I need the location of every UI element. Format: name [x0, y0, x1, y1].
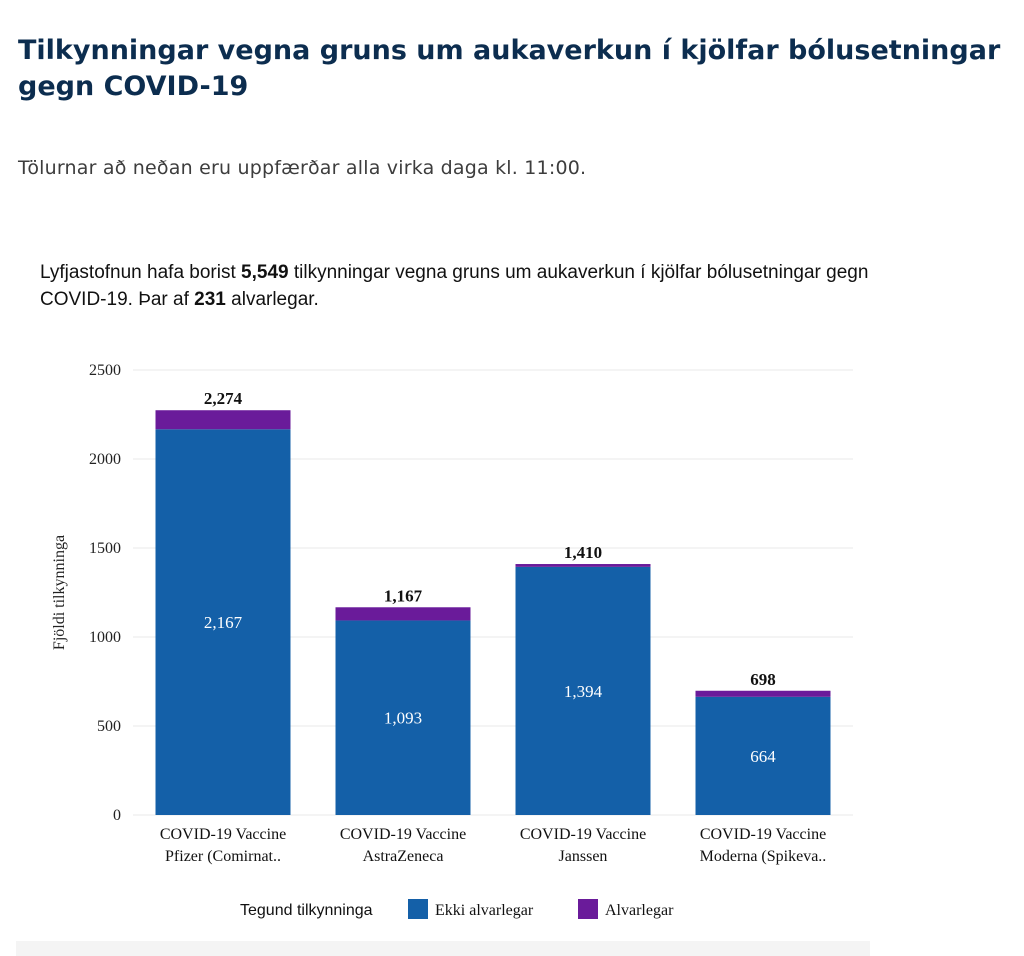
bar-segment-serious — [515, 564, 651, 567]
summary-total: 5,549 — [241, 262, 289, 283]
chart-toolbar[interactable] — [16, 941, 870, 956]
stacked-bar-chart: 0 500 1000 1500 2000 2500 Fjöldi tilkynninga 2,… — [51, 362, 853, 919]
legend-label: Ekki alvarlegar — [435, 902, 534, 919]
bar-segment-not-serious — [335, 620, 471, 815]
summary-text: Lyfjastofnun hafa borist 5,549 tilkynnin… — [40, 259, 870, 313]
bar-total-label: 2,274 — [204, 389, 243, 408]
bar-total-label: 698 — [750, 670, 776, 689]
x-tick-label: COVID-19 Vaccine — [160, 826, 286, 843]
y-tick-label: 2000 — [89, 451, 121, 468]
legend-title: Tegund tilkynninga — [240, 902, 373, 919]
x-tick-label: Janssen — [559, 848, 608, 865]
page-title: Tilkynningar vegna gruns um aukaverkun í… — [18, 35, 1001, 102]
summary-text-start: Lyfjastofnun hafa borist — [40, 262, 242, 283]
bar-segment-not-serious — [695, 696, 831, 815]
legend-label: Alvarlegar — [605, 902, 674, 919]
y-tick-label: 1500 — [89, 540, 121, 557]
legend-swatch-serious — [578, 899, 598, 919]
bar-value-label: 1,394 — [564, 682, 603, 701]
summary-serious: 231 — [194, 289, 226, 310]
bar-total-label: 1,167 — [384, 586, 423, 605]
x-tick-label: COVID-19 Vaccine — [520, 826, 646, 843]
summary-text-end: alvarlegar. — [225, 289, 319, 310]
x-tick-label: COVID-19 Vaccine — [700, 826, 826, 843]
x-tick-label: Moderna (Spikeva.. — [700, 848, 827, 865]
y-tick-label: 500 — [97, 718, 121, 735]
y-tick-label: 0 — [113, 807, 121, 824]
y-tick-label: 1000 — [89, 629, 121, 646]
bar-value-label: 664 — [750, 747, 776, 766]
bar-total-label: 1,410 — [564, 543, 602, 562]
bar-segment-serious — [695, 690, 831, 697]
summary-text-mid: tilkynningar vegna gruns um aukaverkun í… — [40, 262, 869, 310]
x-tick-label: AstraZeneca — [363, 848, 444, 865]
y-axis-label: Fjöldi tilkynninga — [51, 535, 68, 650]
y-tick-label: 2500 — [89, 362, 121, 379]
page-subtitle: Tölurnar að neðan eru uppfærðar alla vir… — [18, 157, 587, 179]
bar-segment-not-serious — [515, 566, 651, 815]
x-tick-label: COVID-19 Vaccine — [340, 826, 466, 843]
legend-swatch-not-serious — [408, 899, 428, 919]
x-tick-label: Pfizer (Comirnat.. — [165, 848, 281, 865]
bar-value-label: 2,167 — [204, 613, 243, 632]
bar-segment-serious — [335, 607, 471, 621]
bar-segment-serious — [155, 410, 291, 430]
bar-segment-not-serious — [155, 429, 291, 815]
bar-value-label: 1,093 — [384, 709, 422, 728]
